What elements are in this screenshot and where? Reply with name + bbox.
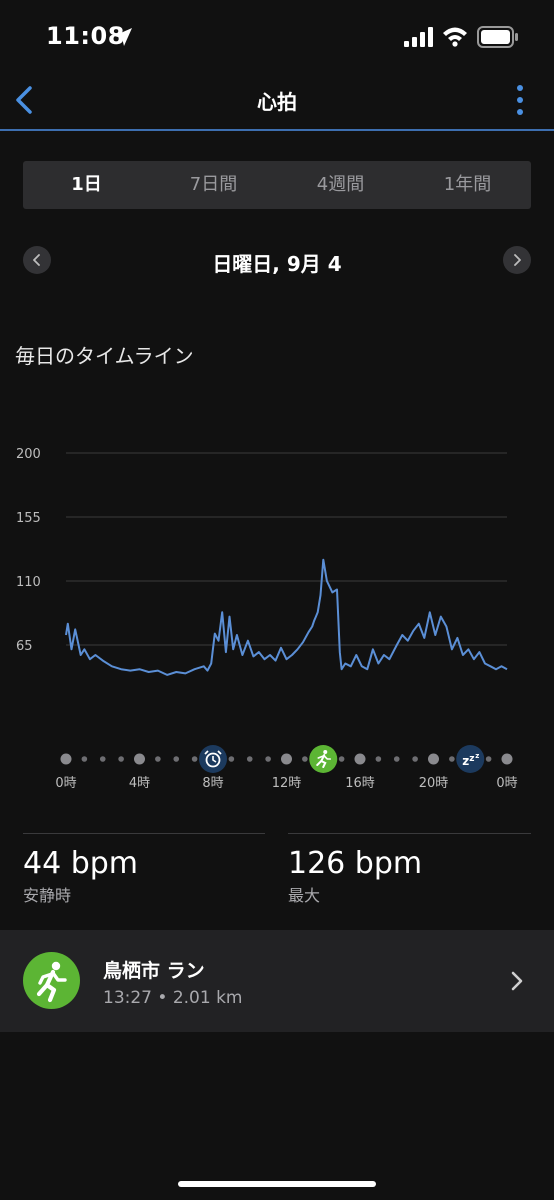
timeline-major-dot: [134, 753, 145, 765]
timeline-major-dot: [354, 753, 366, 765]
navigation-bar: 心拍: [0, 76, 554, 131]
timeline-minor-dot: [173, 756, 180, 762]
timeline-minor-dot: [485, 756, 492, 762]
heart-rate-chart: 200 155 110 65 z z z 0時 4時 8時 12時 16時 20時 0時: [16, 447, 518, 791]
tab-4-weeks[interactable]: 4週間: [316, 174, 365, 195]
chevron-right-icon: [511, 971, 523, 991]
x-tick-label: 4時: [129, 776, 150, 791]
timeline-minor-dot: [155, 756, 161, 762]
y-tick-label: 110: [16, 575, 41, 590]
next-date-button[interactable]: [503, 246, 531, 274]
y-tick-label: 200: [16, 447, 41, 462]
x-tick-label: 0時: [496, 776, 517, 791]
timeline-minor-dot: [375, 756, 382, 762]
timeline-minor-dot: [265, 756, 271, 762]
status-time: 11:08: [46, 22, 125, 50]
wifi-icon: [443, 27, 467, 47]
more-options-icon[interactable]: [514, 82, 526, 118]
previous-date-button[interactable]: [23, 246, 51, 274]
timeline-minor-dot: [338, 756, 345, 762]
location-arrow-icon: [114, 28, 132, 46]
section-title: 毎日のタイムライン: [15, 344, 194, 368]
svg-text:z: z: [475, 752, 479, 760]
x-tick-label: 20時: [419, 776, 449, 791]
stat-divider: [23, 833, 265, 834]
home-indicator: [178, 1181, 376, 1187]
timeline-minor-dot: [99, 756, 106, 762]
timeline-minor-dot: [246, 756, 253, 762]
timeline-minor-dot: [81, 756, 88, 762]
running-icon[interactable]: [309, 745, 338, 773]
resting-hr-value: 44 bpm: [23, 846, 139, 881]
timeline-minor-dot: [449, 756, 455, 762]
y-tick-label: 65: [16, 639, 33, 654]
timeline-minor-dot: [118, 756, 124, 762]
timeline-major-dot: [428, 753, 439, 765]
x-tick-label: 8時: [202, 776, 223, 791]
timeline-major-dot: [281, 753, 292, 765]
x-tick-label: 16時: [345, 776, 375, 791]
timeline-minor-dot: [228, 756, 235, 762]
stat-divider: [288, 833, 531, 834]
max-hr-label: 最大: [288, 886, 321, 905]
activity-card[interactable]: 鳥栖市 ラン 13:27 • 2.01 km: [0, 930, 554, 1032]
resting-hr-label: 安静時: [23, 886, 72, 905]
cellular-signal-icon: [404, 27, 433, 47]
tab-1-year[interactable]: 1年間: [443, 174, 492, 195]
running-activity-icon: [23, 952, 80, 1009]
date-label: 日曜日, 9月 4: [212, 252, 342, 276]
svg-text:z: z: [469, 754, 474, 764]
timeline-major-dot: [501, 753, 513, 765]
x-tick-label: 0時: [55, 776, 76, 791]
timeline-minor-dot: [393, 756, 400, 762]
alarm-clock-icon[interactable]: [199, 745, 227, 773]
tab-1-day[interactable]: 1日: [71, 174, 102, 195]
y-tick-label: 155: [16, 511, 41, 526]
heart-rate-line: [65, 558, 508, 676]
page-title: 心拍: [257, 90, 297, 114]
sleep-zzz-icon[interactable]: z z z: [456, 745, 485, 773]
activity-meta: 13:27 • 2.01 km: [103, 988, 243, 1008]
max-hr-value: 126 bpm: [288, 846, 423, 881]
back-chevron-icon[interactable]: [8, 80, 38, 120]
timeline-minor-dot: [302, 756, 308, 762]
svg-text:z: z: [462, 754, 469, 768]
period-tabs: 1日 7日間 4週間 1年間: [23, 161, 531, 209]
timeline-minor-dot: [191, 756, 198, 762]
battery-icon: [477, 26, 518, 48]
status-bar: 11:08: [0, 0, 554, 76]
timeline-minor-dot: [412, 756, 418, 762]
activity-title: 鳥栖市 ラン: [103, 960, 205, 982]
timeline-major-dot: [60, 753, 72, 765]
tab-7-days[interactable]: 7日間: [189, 174, 238, 195]
x-tick-label: 12時: [272, 776, 302, 791]
